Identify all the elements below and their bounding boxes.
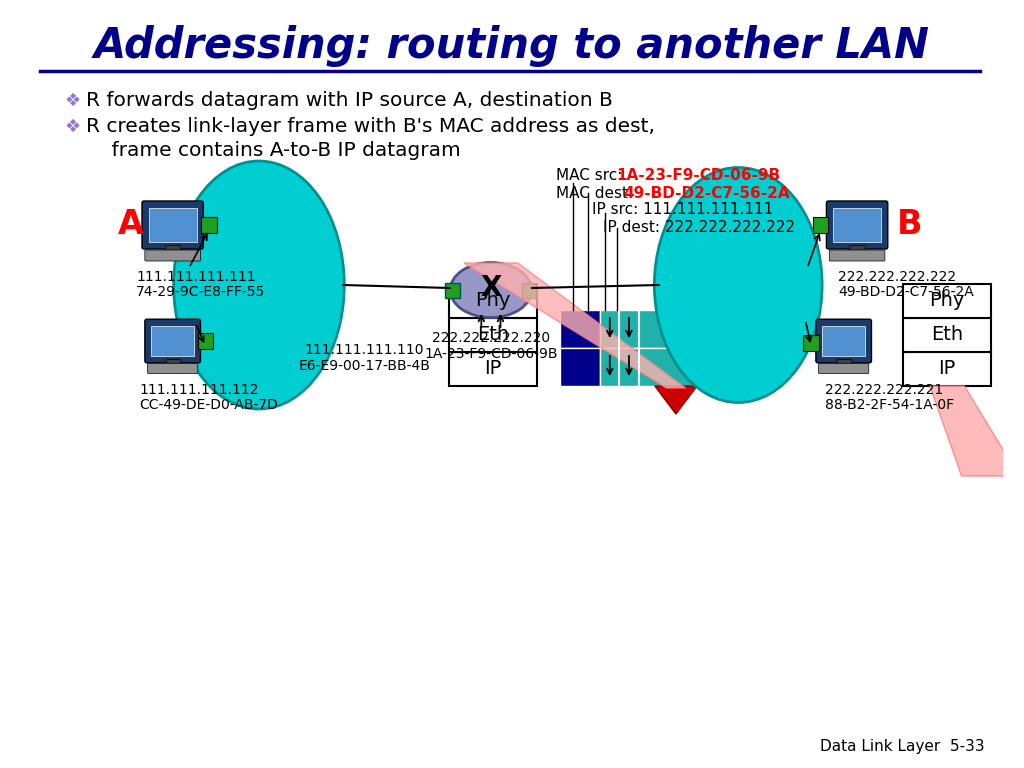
Polygon shape <box>464 263 685 388</box>
Text: 1A-23-F9-CD-06-9B: 1A-23-F9-CD-06-9B <box>616 168 780 184</box>
Text: IP: IP <box>484 359 502 379</box>
Text: Phy: Phy <box>930 292 965 310</box>
Text: 222.222.222.221: 222.222.222.221 <box>824 383 943 397</box>
Bar <box>560 348 600 386</box>
Ellipse shape <box>654 167 822 402</box>
FancyBboxPatch shape <box>816 319 871 362</box>
Text: 49-BD-D2-C7-56-2A: 49-BD-D2-C7-56-2A <box>624 186 790 200</box>
Bar <box>522 283 537 297</box>
Bar <box>166 359 179 366</box>
Text: Phy: Phy <box>475 292 511 310</box>
Text: Addressing: routing to another LAN: Addressing: routing to another LAN <box>94 25 930 67</box>
Bar <box>560 310 600 348</box>
Text: ❖: ❖ <box>65 92 81 110</box>
Text: B: B <box>897 208 923 241</box>
Text: frame contains A-to-B IP datagram: frame contains A-to-B IP datagram <box>86 141 461 160</box>
Text: IP dest: 222.222.222.222: IP dest: 222.222.222.222 <box>603 220 795 234</box>
Polygon shape <box>654 386 697 414</box>
Bar <box>903 284 991 318</box>
Bar <box>445 283 460 297</box>
Bar <box>165 245 180 253</box>
Bar <box>804 335 819 351</box>
Text: A: A <box>118 208 144 241</box>
FancyBboxPatch shape <box>826 201 888 249</box>
FancyBboxPatch shape <box>144 250 201 261</box>
Ellipse shape <box>451 263 531 317</box>
FancyBboxPatch shape <box>147 363 198 373</box>
Text: Eth: Eth <box>931 326 964 345</box>
Text: 1A-23-F9-CD-06-9B: 1A-23-F9-CD-06-9B <box>424 347 558 361</box>
Bar <box>449 284 537 318</box>
Text: IP src: 111.111.111.111: IP src: 111.111.111.111 <box>592 203 773 217</box>
Bar <box>850 245 864 253</box>
Text: 88-B2-2F-54-1A-0F: 88-B2-2F-54-1A-0F <box>824 398 953 412</box>
Bar <box>148 208 197 242</box>
Bar <box>903 318 991 352</box>
Bar <box>822 326 865 356</box>
Bar <box>449 318 537 352</box>
Bar <box>903 352 991 386</box>
Text: 222.222.222.222: 222.222.222.222 <box>838 270 956 284</box>
Bar <box>837 359 851 366</box>
Text: ❖: ❖ <box>65 118 81 136</box>
Text: E6-E9-00-17-BB-4B: E6-E9-00-17-BB-4B <box>298 359 430 373</box>
Bar <box>202 217 217 233</box>
Bar <box>600 310 752 348</box>
Ellipse shape <box>174 161 344 409</box>
Text: 222.222.222.220: 222.222.222.220 <box>432 331 550 345</box>
FancyBboxPatch shape <box>144 319 201 362</box>
FancyBboxPatch shape <box>142 201 204 249</box>
Text: CC-49-DE-D0-AB-7D: CC-49-DE-D0-AB-7D <box>139 398 278 412</box>
Bar <box>834 208 881 242</box>
Text: 111.111.111.110: 111.111.111.110 <box>304 343 424 357</box>
Text: Eth: Eth <box>477 326 509 345</box>
Bar <box>152 326 195 356</box>
Bar <box>600 348 752 386</box>
Polygon shape <box>930 386 1019 476</box>
Text: MAC src:: MAC src: <box>556 168 628 184</box>
Bar <box>449 352 537 386</box>
Text: 74-29-9C-E8-FF-55: 74-29-9C-E8-FF-55 <box>136 285 265 299</box>
Text: X: X <box>480 274 502 302</box>
Text: 111.111.111.111: 111.111.111.111 <box>136 270 256 284</box>
Text: 49-BD-D2-C7-56-2A: 49-BD-D2-C7-56-2A <box>838 285 974 299</box>
Text: IP: IP <box>939 359 955 379</box>
Text: Data Link Layer  5-33: Data Link Layer 5-33 <box>820 739 985 753</box>
FancyBboxPatch shape <box>829 250 885 261</box>
Text: R forwards datagram with IP source A, destination B: R forwards datagram with IP source A, de… <box>86 91 613 111</box>
FancyBboxPatch shape <box>818 363 868 373</box>
Text: R creates link-layer frame with B's MAC address as dest,: R creates link-layer frame with B's MAC … <box>86 118 655 137</box>
Bar <box>813 217 828 233</box>
Text: 111.111.111.112: 111.111.111.112 <box>139 383 259 397</box>
Text: MAC dest:: MAC dest: <box>556 186 638 200</box>
Bar <box>198 333 213 349</box>
